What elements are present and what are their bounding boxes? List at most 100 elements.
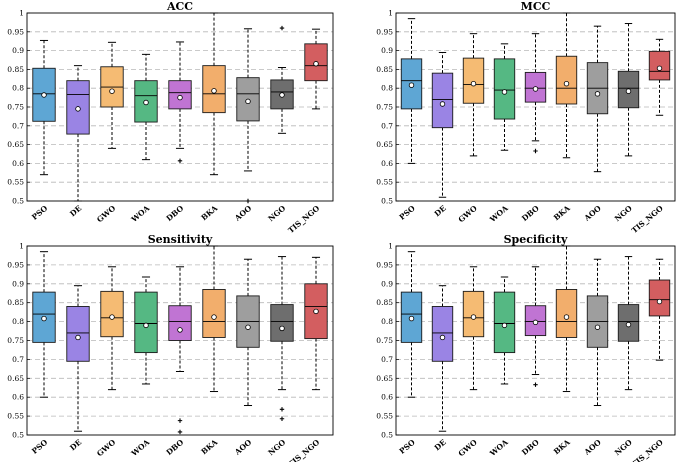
y-tick-label: 0.7: [381, 121, 393, 130]
outlier-point: [533, 148, 538, 154]
y-tick-label: 0.75: [376, 103, 393, 112]
mean-marker: [109, 314, 115, 320]
y-tick-label: 1: [19, 9, 24, 18]
y-tick-label: 0.75: [7, 336, 24, 345]
box: [462, 290, 485, 338]
mean-marker: [313, 308, 319, 315]
mean-marker: [408, 315, 415, 322]
x-tick-label: BKA: [552, 438, 572, 457]
box: [100, 290, 124, 338]
mean-marker: [143, 322, 149, 329]
mean-marker: [563, 314, 570, 320]
mean-marker: [177, 327, 183, 333]
y-tick-label: 0.65: [376, 374, 393, 383]
x-tick-label: TIS_NGO: [286, 437, 321, 462]
panel-acc: ACC 0.5 0.55 0.6 0.65 0.7 0.75 0.8 0.85 0.9 0.95 1…: [7, 0, 334, 235]
y-tick-label: 0.85: [7, 65, 24, 74]
mean-marker: [41, 92, 47, 98]
mean-marker: [439, 334, 446, 341]
panel-title: Specificity: [504, 233, 568, 246]
mean-marker: [177, 94, 183, 101]
x-tick-label: TIS_NGO: [630, 437, 665, 462]
mean-marker: [656, 298, 663, 305]
x-tick-label: DE: [433, 203, 448, 218]
mean-marker: [439, 101, 446, 107]
y-tick-label: 0.7: [381, 355, 393, 364]
x-tick-label: DE: [433, 437, 448, 452]
x-tick-label: WOA: [487, 204, 510, 225]
plot-frame: [395, 245, 676, 436]
box: [555, 289, 578, 338]
outlier-point: [279, 25, 285, 31]
y-tick-label: 0.55: [7, 412, 24, 421]
y-tick-label: 0.5: [381, 197, 393, 206]
mean-marker: [594, 91, 601, 97]
x-tick-label: BKA: [199, 204, 219, 223]
x-tick-label: NGO: [266, 203, 287, 223]
x-tick-label: PSO: [30, 437, 50, 456]
mean-marker: [279, 325, 285, 332]
x-tick-label: AOO: [582, 203, 603, 223]
y-tick-label: 0.85: [376, 65, 393, 74]
y-tick-label: 1: [19, 242, 24, 251]
y-tick-label: 0.9: [12, 46, 24, 55]
x-tick-label: WOA: [129, 204, 152, 225]
x-tick-label: AOO: [582, 437, 603, 457]
x-tick-label: NGO: [613, 203, 634, 223]
outlier-point: [177, 158, 183, 163]
box: [431, 72, 454, 129]
mean-marker: [501, 89, 508, 95]
x-tick-label: DBO: [165, 203, 186, 223]
y-tick-label: 0.95: [7, 260, 24, 269]
y-tick-label: 0.8: [12, 317, 24, 326]
mean-marker: [211, 314, 217, 320]
box: [134, 291, 158, 354]
y-tick-label: 0.9: [381, 46, 393, 55]
y-tick-label: 0.75: [376, 336, 393, 345]
x-tick-label: WOA: [129, 438, 152, 459]
mean-marker: [532, 86, 539, 92]
x-tick-label: PSO: [398, 203, 418, 222]
mean-marker: [41, 315, 47, 322]
panel-title: ACC: [166, 0, 193, 13]
y-tick-label: 1: [388, 9, 393, 18]
x-tick-label: WOA: [487, 438, 510, 459]
mean-marker: [656, 65, 663, 71]
y-tick-label: 0.55: [376, 178, 393, 187]
y-tick-label: 0.95: [376, 260, 393, 269]
x-tick-label: DE: [68, 203, 83, 218]
y-tick-label: 0.5: [381, 431, 393, 440]
mean-marker: [594, 324, 601, 330]
mean-marker: [625, 321, 632, 328]
y-tick-label: 0.6: [12, 159, 24, 168]
box: [202, 289, 226, 338]
x-tick-label: TIS_NGO: [286, 203, 321, 235]
x-tick-label: DBO: [520, 437, 541, 457]
x-tick-label: NGO: [613, 437, 634, 457]
mean-marker: [625, 88, 632, 94]
mean-marker: [143, 99, 149, 106]
mean-marker: [501, 322, 508, 329]
y-tick-label: 0.65: [376, 140, 393, 149]
box: [493, 291, 516, 354]
y-tick-label: 1: [388, 242, 393, 251]
outlier-point: [533, 382, 538, 387]
x-tick-label: AOO: [232, 437, 253, 457]
outlier-point: [279, 407, 285, 412]
mean-marker: [211, 88, 217, 94]
plot-frame: [26, 12, 334, 202]
box: [431, 306, 454, 362]
outlier-point: [177, 429, 183, 435]
panel-specificity: Specificity 0.5 0.55 0.6 0.65 0.7 0.75 0.8 0.85…: [376, 233, 676, 462]
mean-marker: [109, 88, 115, 94]
x-tick-label: BKA: [199, 438, 219, 457]
mean-marker: [75, 334, 81, 341]
outlier-point: [177, 418, 183, 423]
box: [168, 80, 192, 110]
panel-sensitivity: Sensitivity 0.5 0.55 0.6 0.65 0.7 0.75 0.8 0.85…: [7, 233, 334, 462]
mean-marker: [279, 92, 285, 98]
mean-marker: [470, 80, 477, 87]
y-tick-label: 0.5: [12, 431, 24, 440]
x-tick-label: DBO: [520, 203, 541, 223]
